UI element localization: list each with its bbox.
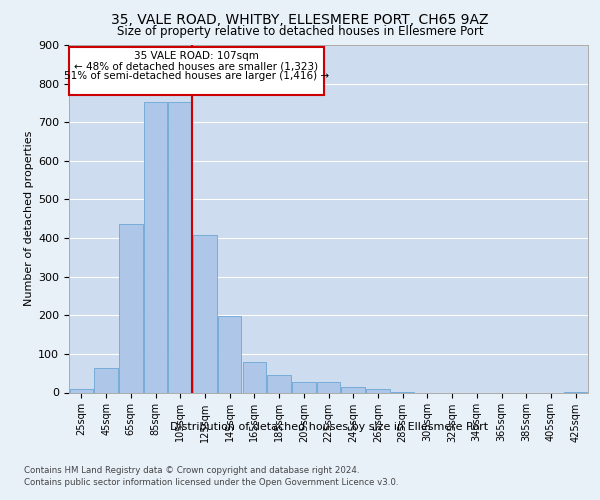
- Bar: [119, 224, 143, 392]
- Text: Size of property relative to detached houses in Ellesmere Port: Size of property relative to detached ho…: [116, 25, 484, 38]
- Text: 51% of semi-detached houses are larger (1,416) →: 51% of semi-detached houses are larger (…: [64, 71, 329, 81]
- Text: 35 VALE ROAD: 107sqm: 35 VALE ROAD: 107sqm: [134, 51, 259, 61]
- Bar: [70, 388, 93, 392]
- Bar: [341, 386, 365, 392]
- Bar: [94, 368, 118, 392]
- Bar: [317, 382, 340, 392]
- Bar: [169, 102, 192, 393]
- Bar: [218, 316, 241, 392]
- Bar: [268, 374, 291, 392]
- Bar: [366, 390, 389, 392]
- Y-axis label: Number of detached properties: Number of detached properties: [24, 131, 34, 306]
- Text: 35, VALE ROAD, WHITBY, ELLESMERE PORT, CH65 9AZ: 35, VALE ROAD, WHITBY, ELLESMERE PORT, C…: [111, 12, 489, 26]
- Text: Contains HM Land Registry data © Crown copyright and database right 2024.: Contains HM Land Registry data © Crown c…: [24, 466, 359, 475]
- Bar: [193, 235, 217, 392]
- Bar: [242, 362, 266, 392]
- Bar: [70, 47, 323, 95]
- Text: Contains public sector information licensed under the Open Government Licence v3: Contains public sector information licen…: [24, 478, 398, 487]
- Bar: [292, 382, 316, 392]
- Text: ← 48% of detached houses are smaller (1,323): ← 48% of detached houses are smaller (1,…: [74, 62, 319, 72]
- Text: Distribution of detached houses by size in Ellesmere Port: Distribution of detached houses by size …: [170, 422, 488, 432]
- Bar: [144, 102, 167, 393]
